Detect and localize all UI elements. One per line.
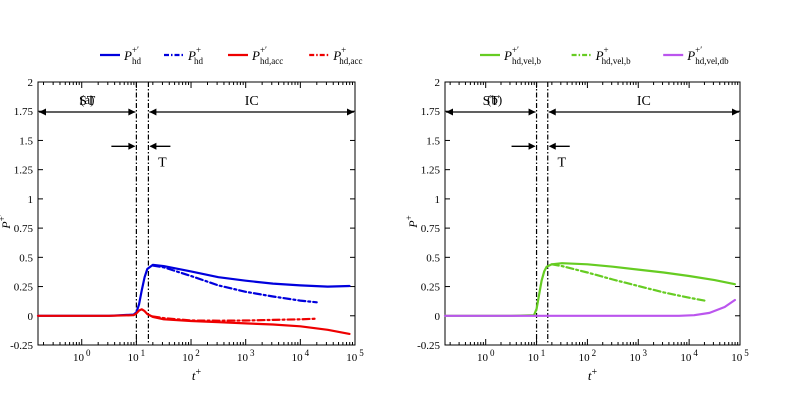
legend-label: P+′ hd,vel,db xyxy=(686,45,729,66)
region-arrowhead xyxy=(39,108,46,116)
panel-label: (a) xyxy=(80,92,94,107)
legend-label: P+′ hd,vel,b xyxy=(503,45,541,66)
transition-label: T xyxy=(557,155,566,170)
legend: P+′ hd P+ hd P+′ hd,acc P+ hd,acc xyxy=(100,45,362,66)
y-tick-label: 0 xyxy=(435,311,441,323)
x-tick-label: 10 2 xyxy=(579,348,597,364)
series-line-hd-vel-db-prime xyxy=(443,298,737,317)
x-tick-label: 10 4 xyxy=(292,348,310,364)
transition-arrowhead xyxy=(528,142,536,150)
y-tick-label: 0.75 xyxy=(421,223,441,235)
y-tick-label: 0.25 xyxy=(421,282,441,294)
x-tick-label: 10 0 xyxy=(73,348,91,364)
x-axis-label: t+ xyxy=(588,367,598,383)
legend: P+′ hd,vel,b P+ hd,vel,b P+′ hd,vel,db xyxy=(480,45,729,66)
series-line-hd-vel-b-mean xyxy=(550,263,706,302)
plot-frame xyxy=(37,81,356,346)
legend-label: P+ hd xyxy=(187,45,204,66)
y-tick-label: 1.75 xyxy=(421,106,441,118)
y-tick-label: 1 xyxy=(435,194,441,206)
y-tick-label: 0 xyxy=(28,311,34,323)
region-arrowhead xyxy=(732,108,739,116)
y-tick-label: 1.5 xyxy=(19,135,33,147)
region-arrowhead xyxy=(149,108,157,116)
legend-label: P+′ hd,acc xyxy=(251,45,283,66)
x-tick-label: 10 3 xyxy=(630,348,648,364)
region-arrowhead xyxy=(128,108,136,116)
x-tick-label: 10 5 xyxy=(346,348,364,364)
y-tick-label: 1.25 xyxy=(421,165,441,177)
legend-label: P+ hd,vel,b xyxy=(595,45,632,66)
y-tick-label: 1.75 xyxy=(14,106,34,118)
series-line-hd-vel-b-prime xyxy=(443,262,737,317)
transition-arrowhead xyxy=(149,142,157,150)
x-tick-label: 10 4 xyxy=(680,348,698,364)
y-tick-label: 1.5 xyxy=(426,135,440,147)
x-tick-label: 10 1 xyxy=(128,348,146,364)
x-tick-label: 10 3 xyxy=(237,348,255,364)
x-tick-label: 10 2 xyxy=(182,348,200,364)
region-label-st: ST xyxy=(79,94,96,109)
region-arrowhead xyxy=(446,108,453,116)
y-tick-label: -0.25 xyxy=(417,340,440,352)
region-label-ic: IC xyxy=(637,94,651,109)
y-tick-label: 0.75 xyxy=(14,223,34,235)
y-tick-label: 2 xyxy=(28,77,34,89)
y-tick-label: 2 xyxy=(435,77,441,89)
y-tick-label: 1.25 xyxy=(14,165,34,177)
y-tick-label: -0.25 xyxy=(10,340,33,352)
region-label-st: ST xyxy=(483,94,500,109)
region-arrowhead xyxy=(548,108,556,116)
panel-label: (b) xyxy=(487,92,502,107)
region-label-ic: IC xyxy=(245,94,259,109)
x-axis-label: t+ xyxy=(192,367,202,383)
transition-arrowhead xyxy=(128,142,136,150)
y-tick-label: 1 xyxy=(28,194,34,206)
series-line-hd-mean xyxy=(151,264,318,304)
y-axis-label: P+ xyxy=(404,215,420,228)
transition-label: T xyxy=(158,155,167,170)
transition-arrowhead xyxy=(548,142,556,150)
x-tick-label: 10 0 xyxy=(477,348,495,364)
legend-label: P+′ hd xyxy=(123,45,142,66)
region-arrowhead xyxy=(528,108,536,116)
legend-label: P+ hd,acc xyxy=(332,45,362,66)
y-tick-label: 0.5 xyxy=(426,252,440,264)
y-tick-label: 0.25 xyxy=(14,282,34,294)
chart-panel-b: -0.25 0 0.25 0.5 0.75 1 1.25 1.5 1.75 2 10 0 10 1 10 2 1… xyxy=(404,45,749,383)
x-tick-label: 10 5 xyxy=(731,348,749,364)
y-axis-label: P+′ xyxy=(0,214,13,229)
x-tick-label: 10 1 xyxy=(528,348,546,364)
plot-frame xyxy=(444,81,741,346)
y-tick-label: 0.5 xyxy=(19,252,33,264)
region-arrowhead xyxy=(347,108,354,116)
series-line-hd-acc-mean xyxy=(151,315,318,322)
series-line-hd-prime xyxy=(36,263,351,317)
chart-panel-a: -0.25 0 0.25 0.5 0.75 1 1.25 1.5 1.75 2 10 0 10 1 10 2 1… xyxy=(0,45,364,383)
